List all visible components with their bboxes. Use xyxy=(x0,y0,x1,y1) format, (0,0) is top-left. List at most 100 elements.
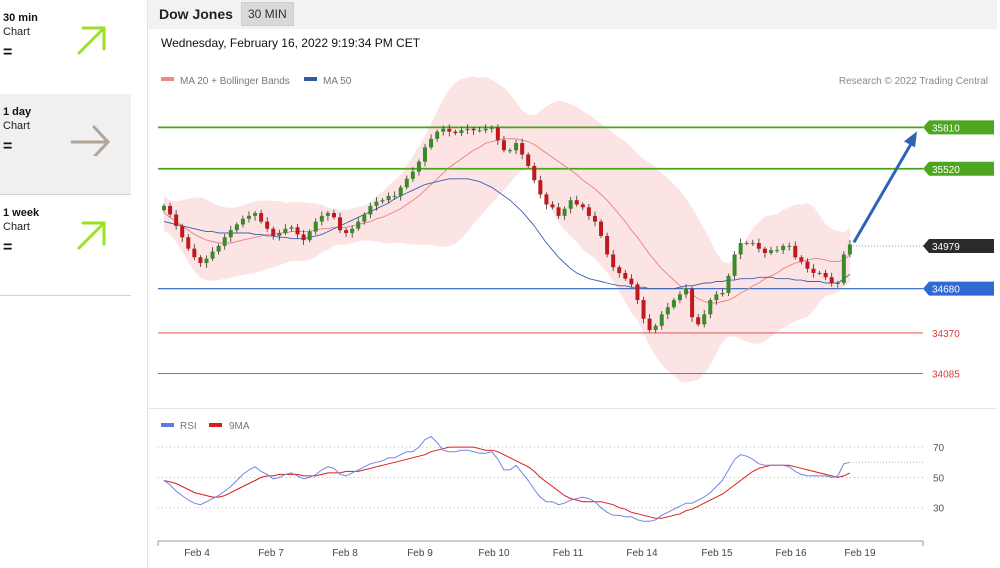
x-tick-label: Feb 14 xyxy=(626,548,658,559)
candle-body xyxy=(392,195,397,197)
candle xyxy=(841,251,846,286)
candle xyxy=(641,296,646,324)
rsi-tick-label: 70 xyxy=(933,443,945,454)
ma50-legend-label: MA 50 xyxy=(323,76,352,87)
candle-body xyxy=(556,207,561,216)
candle xyxy=(568,196,573,214)
candle-body xyxy=(623,272,628,279)
candle-body xyxy=(368,205,373,215)
candle xyxy=(769,246,773,256)
level-label: 35520 xyxy=(932,165,960,176)
candle xyxy=(738,238,743,260)
candle-body xyxy=(538,180,543,195)
candle xyxy=(192,244,197,261)
candle-body xyxy=(410,171,415,179)
candle-body xyxy=(647,318,652,331)
candle-body xyxy=(246,215,251,219)
candle xyxy=(162,203,166,213)
candle xyxy=(544,192,549,210)
candle-body xyxy=(592,215,597,222)
level-tag-34979 xyxy=(923,238,994,253)
candle-body xyxy=(635,284,640,301)
candle-body xyxy=(787,245,792,247)
level-tag-35520 xyxy=(923,161,994,176)
candle-body xyxy=(216,245,221,252)
timeframe-sub: Chart xyxy=(3,221,30,233)
candle xyxy=(435,129,440,142)
candle xyxy=(416,159,421,176)
candle xyxy=(526,152,531,169)
forecast-arrow-layer xyxy=(852,131,917,244)
candle xyxy=(234,222,239,233)
forecast-arrow-shaft xyxy=(852,139,915,244)
candle-body xyxy=(331,213,336,218)
candle-body xyxy=(841,254,846,283)
candle-body xyxy=(253,213,258,216)
bollinger-band xyxy=(164,76,850,383)
candle xyxy=(295,224,300,239)
timeframe-30min-card[interactable]: 30 min Chart = xyxy=(0,0,131,101)
candle xyxy=(617,265,622,278)
candle xyxy=(592,211,597,227)
candle xyxy=(283,224,288,236)
candle-body xyxy=(465,128,470,131)
candle xyxy=(489,125,494,133)
candle-body xyxy=(526,154,531,166)
candle-body xyxy=(726,275,731,293)
timeframe-label: 30 min xyxy=(3,12,38,24)
candle xyxy=(253,210,258,221)
candle xyxy=(168,202,173,218)
candle xyxy=(495,124,500,145)
candle-body xyxy=(325,213,330,216)
rsi-line xyxy=(163,435,851,522)
candle-body xyxy=(805,261,810,269)
candle xyxy=(350,225,355,238)
candle xyxy=(514,139,519,155)
ma50-line xyxy=(163,178,851,290)
candle xyxy=(289,225,294,232)
candle-body xyxy=(204,258,209,263)
candle xyxy=(732,251,737,280)
candle-body xyxy=(659,314,664,326)
candle-body xyxy=(732,254,737,276)
rsi-legend: RSI 9MA xyxy=(161,421,250,432)
x-tick-label: Feb 15 xyxy=(701,548,733,559)
candle xyxy=(198,255,203,267)
candle xyxy=(696,313,701,327)
candle-body xyxy=(180,225,185,238)
timeframe-1day-card[interactable]: 1 day Chart = xyxy=(0,94,131,195)
timeframe-value: = xyxy=(3,239,13,256)
candle xyxy=(599,219,604,239)
candle-body xyxy=(599,221,604,236)
candle-body xyxy=(611,254,616,268)
rsi-layer: 70 50 30 xyxy=(158,435,945,522)
candle-body xyxy=(811,268,816,273)
candle xyxy=(483,124,488,134)
candle-body xyxy=(489,127,494,129)
candle xyxy=(629,274,634,288)
candle-body xyxy=(447,128,452,132)
rsi-ma-legend-label: 9MA xyxy=(229,421,250,432)
timeframe-1week-card[interactable]: 1 week Chart = xyxy=(0,195,131,296)
timeframe-badge[interactable]: 30 MIN xyxy=(241,2,294,26)
level-labels-layer: 35810 35520 34979 34680 34370 34085 xyxy=(923,120,994,381)
candle-body xyxy=(162,205,166,211)
price-chart: 35810 35520 34979 34680 34370 34085 70 50 30 Fe… xyxy=(157,76,994,559)
timeframe-label: 1 day xyxy=(3,106,32,118)
chart-header: Dow Jones 30 MIN xyxy=(148,0,997,29)
candle xyxy=(404,175,409,190)
candle xyxy=(325,210,330,221)
candle xyxy=(429,134,434,150)
candle xyxy=(690,286,695,322)
candle xyxy=(550,201,555,210)
level-label: 34680 xyxy=(932,285,960,296)
candle-body xyxy=(714,294,719,301)
timeframe-sub: Chart xyxy=(3,120,30,132)
candle xyxy=(623,269,628,281)
candle xyxy=(356,217,361,231)
x-tick-label: Feb 7 xyxy=(258,548,284,559)
x-tick-label: Feb 4 xyxy=(184,548,210,559)
candle-body xyxy=(817,272,822,274)
candle-body xyxy=(319,215,324,222)
candle-body xyxy=(198,257,203,263)
